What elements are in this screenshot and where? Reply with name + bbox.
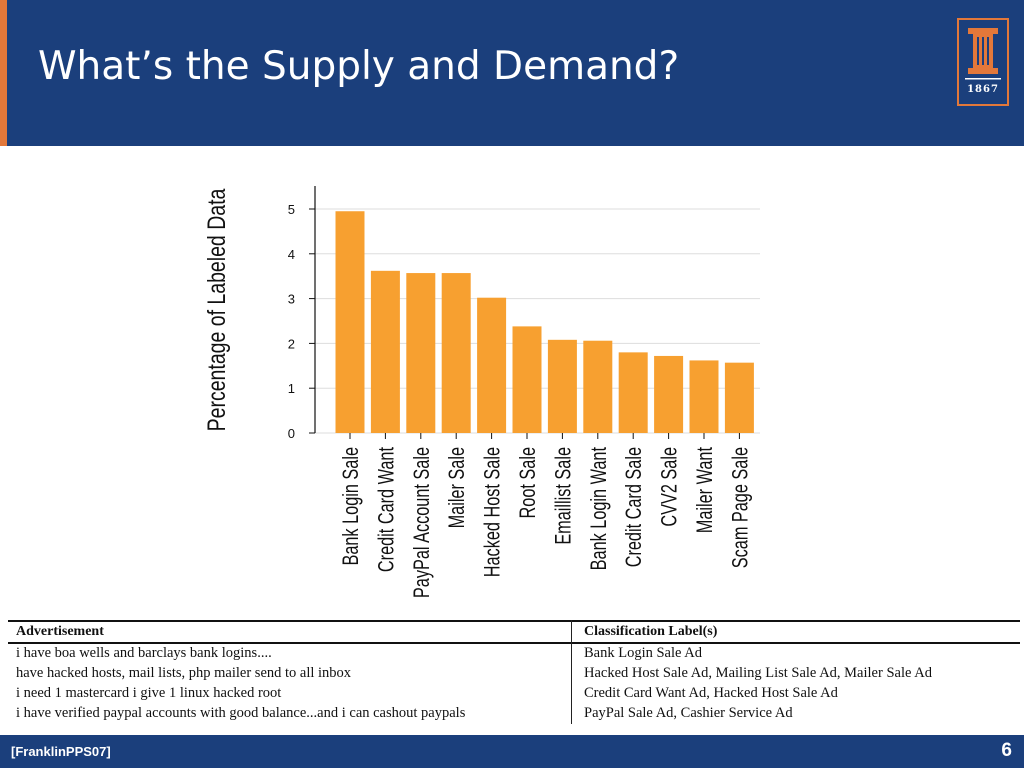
table-cell-label: Credit Card Want Ad, Hacked Host Sale Ad: [584, 685, 838, 701]
table-column-divider: [571, 620, 572, 724]
bar-chart: Percentage of Labeled Data 0 1 2 3 4 5 Bank Lo…: [195, 172, 775, 612]
table-cell-advertisement: i have verified paypal accounts with goo…: [16, 705, 466, 721]
slide-title: What’s the Supply and Demand?: [38, 44, 680, 89]
slide-header: What’s the Supply and Demand? 1867: [0, 0, 1024, 146]
x-tick-label: CVV2 Sale: [657, 447, 682, 527]
bar: [441, 273, 471, 433]
bar: [512, 326, 542, 433]
advertisement-table: Advertisement Classification Label(s) i …: [8, 620, 1020, 728]
column-header-advertisement: Advertisement: [16, 624, 104, 639]
bar: [689, 360, 719, 433]
bar: [406, 273, 436, 433]
bar: [547, 339, 577, 433]
y-axis-label: Percentage of Labeled Data: [203, 188, 231, 431]
column-header-classification: Classification Label(s): [584, 624, 718, 639]
x-tick-label: Bank Login Sale: [339, 447, 364, 566]
table-header-rule: [8, 642, 1020, 644]
bar: [654, 355, 684, 433]
table-cell-label: Bank Login Sale Ad: [584, 645, 703, 661]
table-cell-advertisement: have hacked hosts, mail lists, php maile…: [16, 665, 352, 681]
x-tick-label: Mailer Sale: [445, 447, 470, 528]
page-number: 6: [1001, 740, 1012, 761]
table-cell-label: Hacked Host Sale Ad, Mailing List Sale A…: [584, 665, 932, 681]
y-tick-label: 0: [288, 426, 295, 441]
logo-year: 1867: [967, 84, 999, 95]
column-emblem-icon: [965, 28, 1001, 80]
y-tick-label: 2: [288, 336, 295, 351]
x-tick-label: Emaillist Sale: [551, 447, 576, 545]
bar: [477, 297, 507, 433]
x-tick-label: Credit Card Want: [374, 446, 399, 572]
x-tick-label: Hacked Host Sale: [480, 447, 505, 577]
x-tick-label: Scam Page Sale: [728, 447, 753, 568]
table-top-rule: [8, 620, 1020, 622]
bar: [618, 352, 648, 433]
header-accent-bar: [0, 0, 7, 146]
y-tick-label: 5: [288, 202, 295, 217]
x-tick-label: Root Sale: [516, 447, 541, 518]
y-tick-label: 4: [288, 247, 295, 262]
bar: [583, 340, 613, 433]
table-cell-label: PayPal Sale Ad, Cashier Service Ad: [584, 705, 793, 721]
citation: [FranklinPPS07]: [11, 744, 111, 759]
x-tick-label: PayPal Account Sale: [409, 447, 434, 598]
slide-footer: [FranklinPPS07] 6: [0, 735, 1024, 768]
x-tick-label: Credit Card Sale: [622, 447, 647, 567]
bar-chart-svg: Percentage of Labeled Data 0 1 2 3 4 5 Bank Lo…: [203, 186, 760, 598]
bar: [370, 270, 400, 433]
x-tick-label: Mailer Want: [693, 446, 718, 533]
university-logo: 1867: [957, 18, 1009, 106]
y-tick-label: 3: [288, 292, 295, 307]
x-tick-label: Bank Login Want: [586, 446, 611, 570]
y-tick-label: 1: [288, 381, 295, 396]
bar: [335, 211, 365, 433]
bar: [724, 362, 754, 433]
table-cell-advertisement: i have boa wells and barclays bank login…: [16, 645, 272, 661]
table-cell-advertisement: i need 1 mastercard i give 1 linux hacke…: [16, 685, 282, 701]
